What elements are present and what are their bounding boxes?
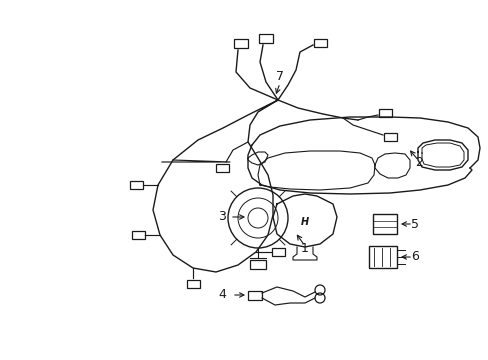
- Bar: [368, 246, 396, 268]
- Text: 5: 5: [410, 217, 418, 230]
- Bar: [259, 33, 272, 42]
- Text: H: H: [300, 217, 308, 227]
- Text: 3: 3: [218, 211, 225, 224]
- Bar: [131, 231, 144, 239]
- Text: 4: 4: [218, 288, 225, 302]
- Text: 2: 2: [414, 157, 422, 170]
- Bar: [313, 39, 326, 47]
- Text: 7: 7: [275, 71, 284, 84]
- Bar: [129, 181, 142, 189]
- Bar: [186, 280, 199, 288]
- Bar: [372, 214, 396, 234]
- Bar: [215, 164, 228, 172]
- Bar: [383, 133, 396, 141]
- Bar: [249, 260, 265, 269]
- Bar: [247, 291, 262, 300]
- Text: 1: 1: [301, 242, 308, 255]
- Bar: [378, 109, 391, 117]
- Bar: [234, 39, 247, 48]
- Text: 6: 6: [410, 251, 418, 264]
- Bar: [271, 248, 284, 256]
